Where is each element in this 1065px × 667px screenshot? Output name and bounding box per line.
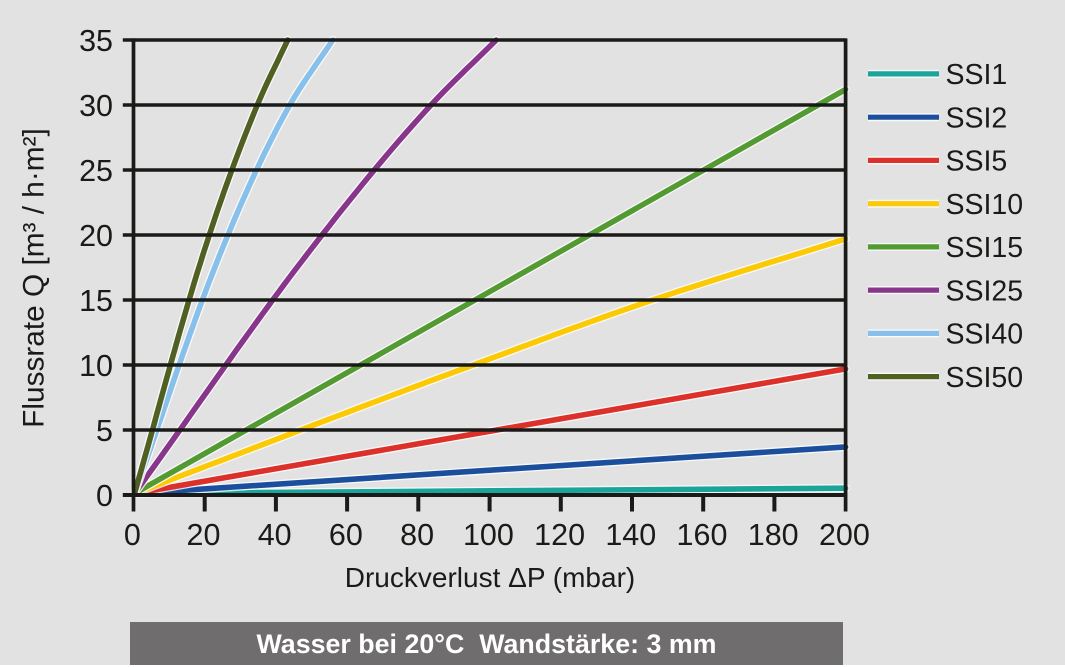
svg-text:0: 0 bbox=[96, 479, 113, 513]
svg-text:SSI25: SSI25 bbox=[946, 275, 1024, 307]
svg-text:20: 20 bbox=[79, 219, 113, 253]
svg-text:60: 60 bbox=[329, 518, 363, 552]
svg-text:20: 20 bbox=[187, 518, 221, 552]
svg-text:SSI40: SSI40 bbox=[946, 319, 1024, 351]
svg-text:35: 35 bbox=[79, 24, 113, 58]
svg-text:5: 5 bbox=[96, 414, 113, 448]
svg-text:0: 0 bbox=[124, 518, 141, 552]
svg-text:Wasser bei 20°C Wandstärke: 3: Wasser bei 20°C Wandstärke: 3 mm bbox=[257, 629, 717, 659]
svg-text:30: 30 bbox=[79, 89, 113, 123]
svg-text:80: 80 bbox=[400, 518, 434, 552]
svg-text:120: 120 bbox=[534, 518, 585, 552]
svg-text:Druckverlust ΔP (mbar): Druckverlust ΔP (mbar) bbox=[345, 562, 635, 593]
svg-text:140: 140 bbox=[605, 518, 656, 552]
svg-text:Flussrate Q [m³ / h·m²]: Flussrate Q [m³ / h·m²] bbox=[18, 128, 51, 428]
svg-text:SSI1: SSI1 bbox=[946, 59, 1008, 91]
svg-text:100: 100 bbox=[463, 518, 514, 552]
svg-text:200: 200 bbox=[819, 518, 870, 552]
svg-text:SSI15: SSI15 bbox=[946, 232, 1024, 264]
svg-text:SSI5: SSI5 bbox=[946, 146, 1008, 178]
svg-text:SSI50: SSI50 bbox=[946, 362, 1024, 394]
svg-text:SSI2: SSI2 bbox=[946, 102, 1008, 134]
svg-text:160: 160 bbox=[677, 518, 728, 552]
svg-text:10: 10 bbox=[79, 349, 113, 383]
svg-text:25: 25 bbox=[79, 154, 113, 188]
svg-text:SSI10: SSI10 bbox=[946, 189, 1024, 221]
svg-text:40: 40 bbox=[258, 518, 292, 552]
svg-text:15: 15 bbox=[79, 284, 113, 318]
svg-text:180: 180 bbox=[748, 518, 799, 552]
